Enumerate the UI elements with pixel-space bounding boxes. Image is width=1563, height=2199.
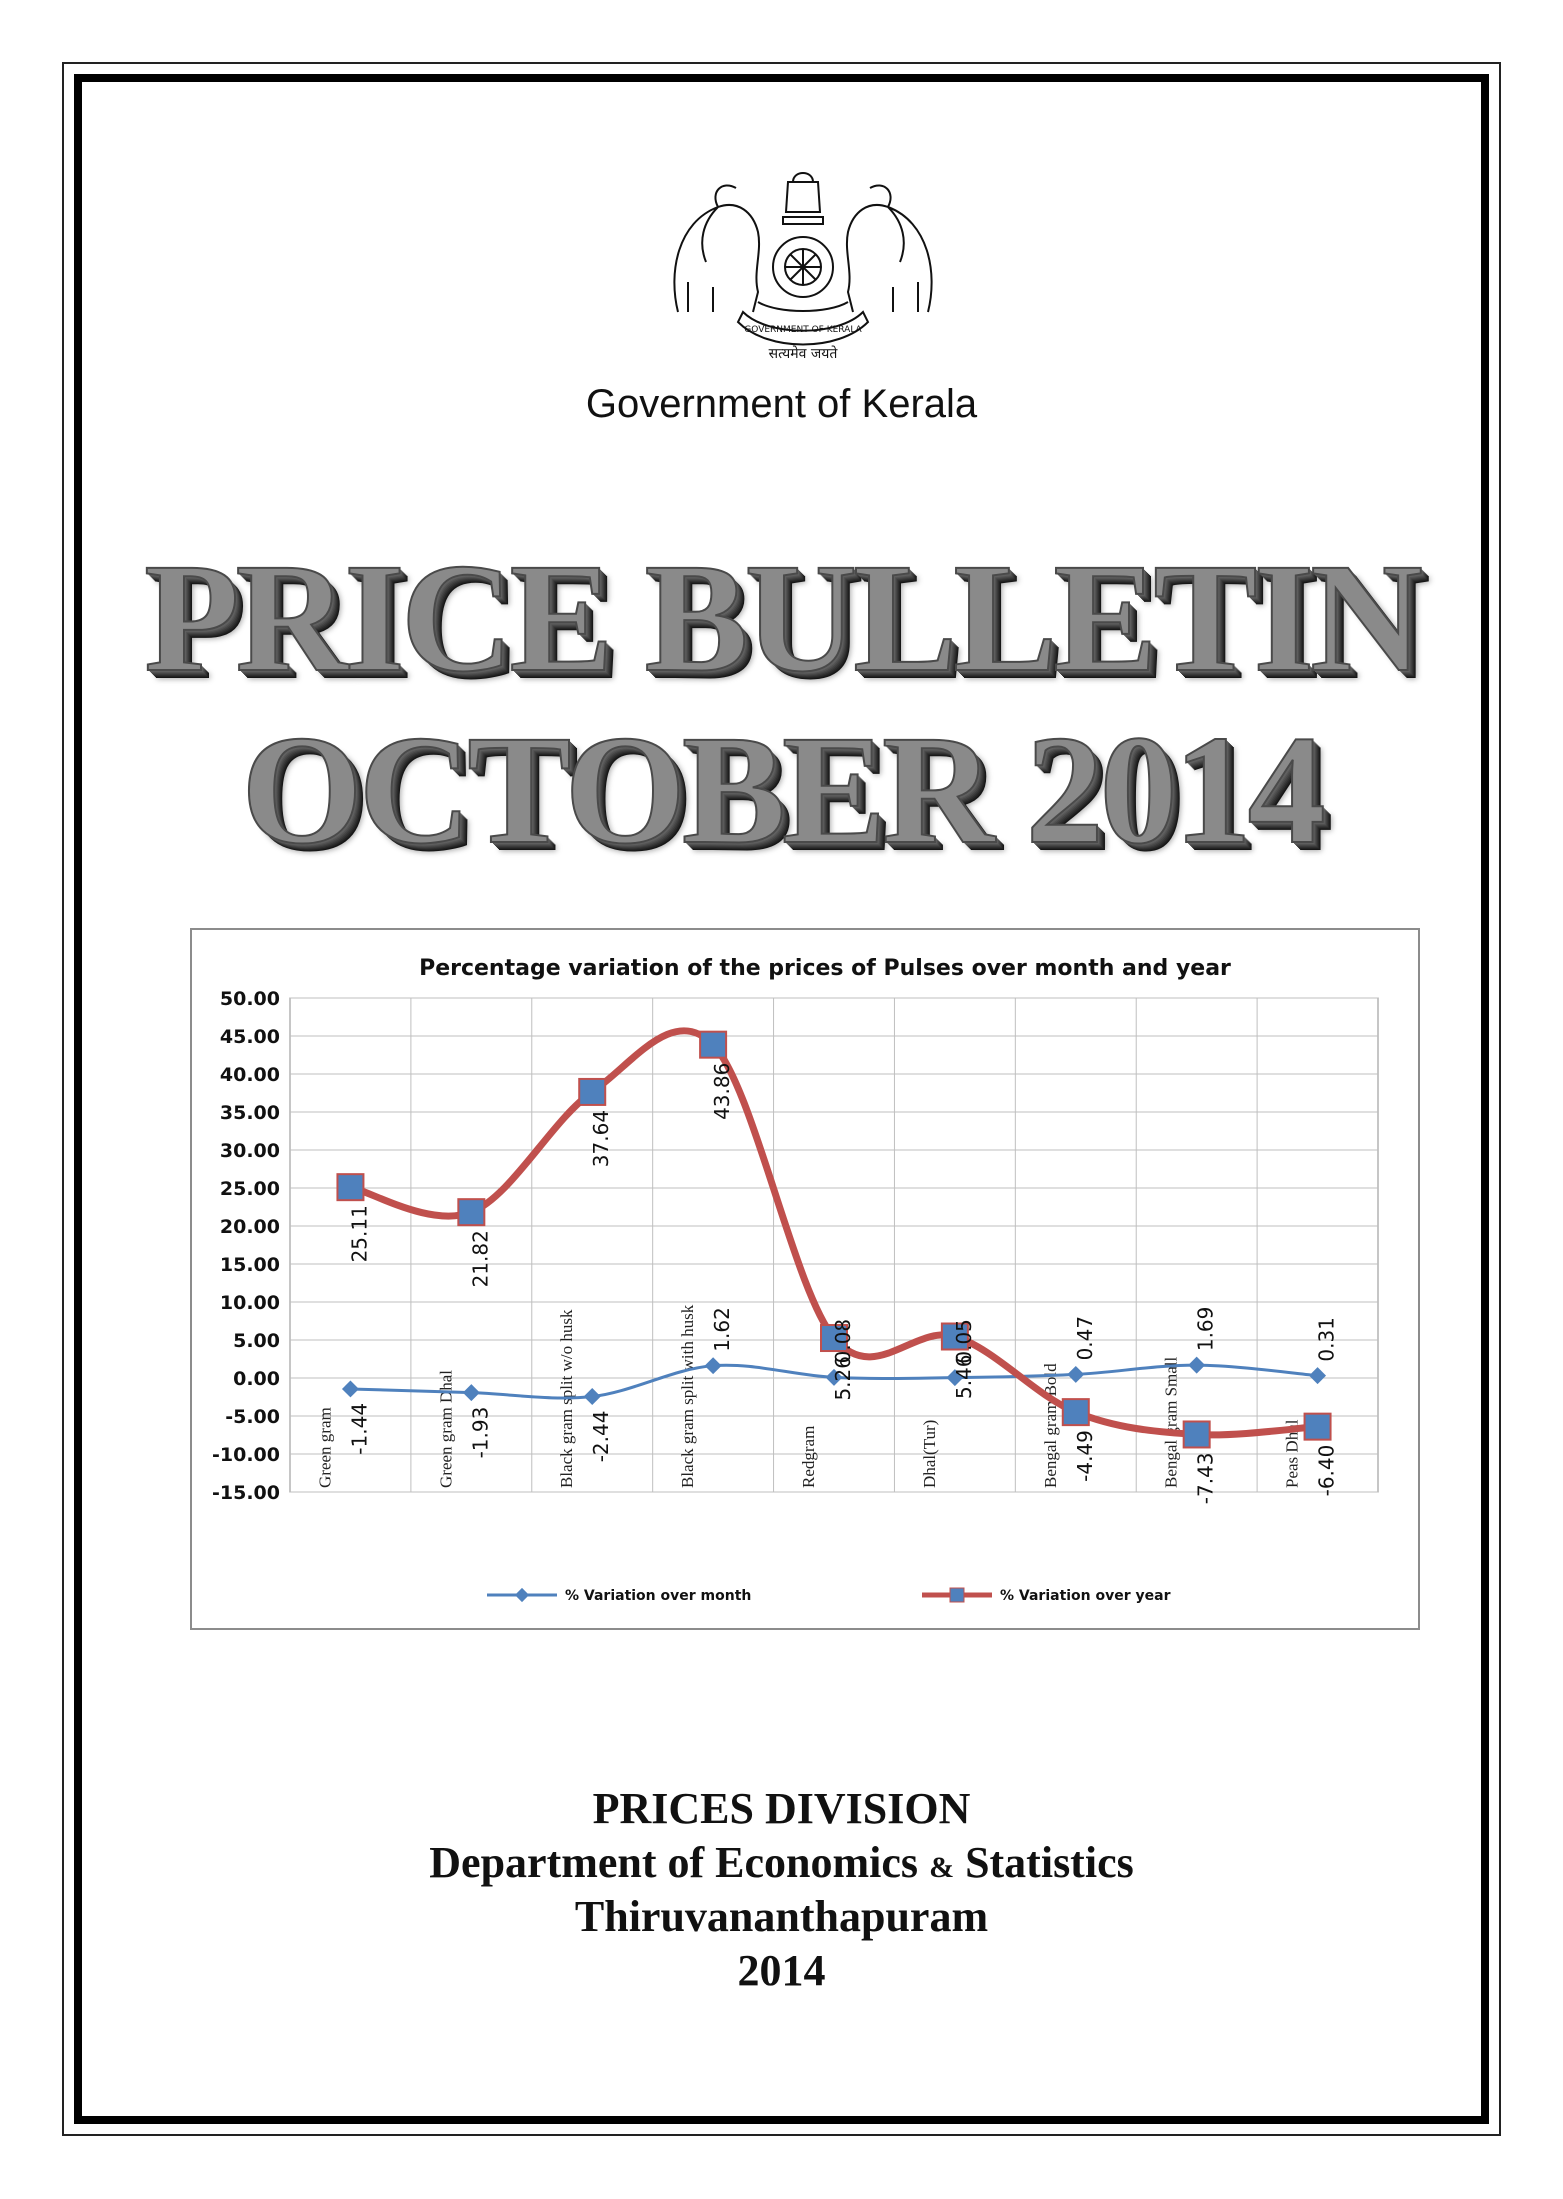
government-title: Government of Kerala	[585, 382, 978, 426]
department-name-b: Statistics	[954, 1838, 1134, 1887]
y-tick-label: -15.00	[212, 1482, 280, 1504]
point-month	[462, 1384, 480, 1402]
data-label-month: 1.69	[1194, 1307, 1218, 1352]
data-label-year: -4.49	[1073, 1430, 1097, 1482]
y-tick-label: 40.00	[220, 1064, 280, 1086]
department-name-a: Department of Economics	[429, 1838, 930, 1887]
y-tick-label: 35.00	[220, 1102, 280, 1124]
chart-svg: Percentage variation of the prices of Pu…	[212, 956, 1379, 1604]
x-category-label: Bengal gram Bold	[1041, 1363, 1060, 1488]
data-label-month: 0.31	[1315, 1317, 1339, 1362]
x-category-label: Bengal gram Small	[1162, 1356, 1181, 1488]
point-month	[825, 1368, 843, 1386]
data-label-year: 5.26	[831, 1356, 855, 1401]
y-tick-label: 10.00	[220, 1292, 280, 1314]
legend-marker	[949, 1587, 965, 1603]
legend-label: % Variation over year	[1000, 1588, 1171, 1604]
department-name: Department of Economics & Statistics	[0, 1837, 1563, 1888]
point-year	[457, 1198, 486, 1227]
x-category-label: Dhal(Tur)	[920, 1420, 939, 1488]
data-label-month: -1.44	[347, 1403, 371, 1455]
point-year	[1182, 1420, 1211, 1449]
point-month	[583, 1388, 601, 1406]
point-year	[820, 1324, 848, 1353]
data-label-month: -1.93	[468, 1407, 492, 1459]
point-month	[1067, 1365, 1085, 1383]
point-year	[336, 1173, 365, 1202]
data-label-month: 0.47	[1073, 1316, 1097, 1361]
y-tick-label: 15.00	[220, 1254, 280, 1276]
y-tick-label: 20.00	[220, 1216, 280, 1238]
data-label-year: 43.86	[710, 1063, 734, 1120]
department-name-amp: &	[929, 1851, 955, 1884]
y-tick-label: 30.00	[220, 1140, 280, 1162]
x-category-label: Peas Dhal	[1283, 1419, 1302, 1488]
data-label-year: 37.64	[589, 1110, 613, 1167]
point-month	[704, 1357, 722, 1375]
data-label-year: -7.43	[1194, 1452, 1218, 1504]
x-category-label: Redgram	[799, 1426, 818, 1488]
data-label-month: 0.08	[831, 1319, 855, 1364]
point-year	[940, 1322, 969, 1351]
emblem-motto: सत्यमेव जयते	[769, 345, 839, 362]
y-tick-label: 45.00	[220, 1026, 280, 1048]
y-tick-label: 50.00	[220, 988, 280, 1010]
legend-marker	[514, 1587, 530, 1603]
data-label-month: 0.05	[952, 1319, 976, 1364]
data-label-month: 1.62	[710, 1307, 734, 1352]
point-year	[1303, 1412, 1332, 1441]
city-name: Thiruvananthapuram	[574, 1892, 989, 1941]
page-border-outer	[62, 62, 1501, 2136]
y-tick-label: 0.00	[233, 1368, 280, 1390]
prices-division: PRICES DIVISION	[592, 1784, 971, 1833]
point-month	[1188, 1356, 1206, 1374]
data-label-month: -2.44	[589, 1411, 613, 1463]
point-year	[699, 1030, 728, 1059]
chart-title: Percentage variation of the prices of Pu…	[419, 956, 1231, 981]
y-tick-label: -5.00	[225, 1406, 280, 1428]
data-label-year: -6.40	[1315, 1445, 1339, 1497]
y-tick-label: 5.00	[233, 1330, 280, 1352]
kerala-state-emblem-icon: GOVERNMENT OF KERALA सत्यमेव जयते	[673, 172, 933, 362]
x-category-label: Black gram split with husk	[678, 1304, 697, 1488]
point-year	[578, 1077, 607, 1106]
emblem-ribbon-text: GOVERNMENT OF KERALA	[744, 325, 862, 335]
point-month	[946, 1369, 964, 1387]
point-month	[341, 1380, 359, 1398]
y-tick-label: -10.00	[212, 1444, 280, 1466]
data-label-year: 5.46	[952, 1355, 976, 1400]
x-category-label: Green gram	[315, 1407, 334, 1488]
data-label-year: 25.11	[347, 1205, 371, 1262]
x-category-label: Green gram Dhal	[436, 1370, 455, 1488]
data-label-year: 21.82	[468, 1230, 492, 1287]
point-year	[1061, 1398, 1090, 1427]
point-month	[1309, 1367, 1327, 1385]
series-line-year	[349, 1027, 1318, 1439]
page-border-inner	[74, 74, 1489, 2124]
bulletin-month: OCTOBER 2014	[240, 703, 1326, 876]
y-tick-label: 25.00	[220, 1178, 280, 1200]
publication-year: 2014	[737, 1946, 826, 1995]
bulletin-title: PRICE BULLETIN	[143, 531, 1424, 704]
pulses-variation-chart: Percentage variation of the prices of Pu…	[190, 928, 1420, 1630]
legend-label: % Variation over month	[565, 1588, 751, 1604]
